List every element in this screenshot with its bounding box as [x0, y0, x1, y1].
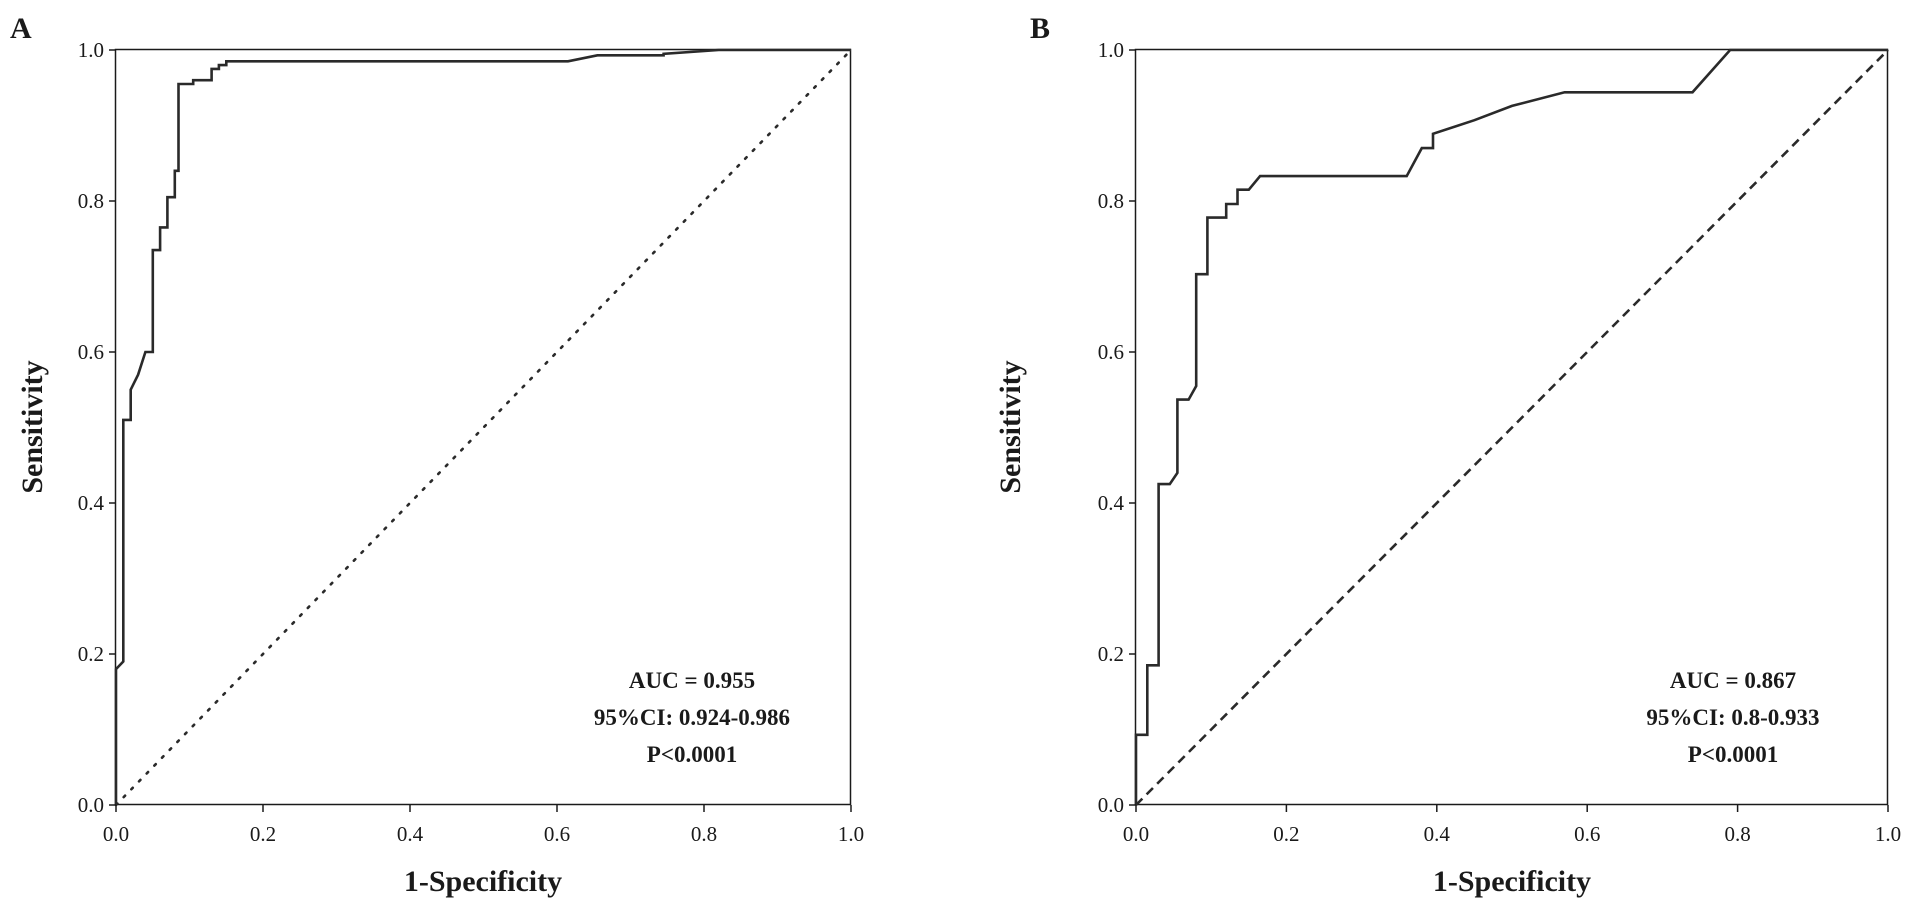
y-tick-label: 0.2	[1098, 642, 1124, 666]
stats-annotation: AUC = 0.867 95%CI: 0.8-0.933 P<0.0001	[1646, 668, 1819, 767]
ci-text: 95%CI: 0.8-0.933	[1646, 705, 1819, 730]
x-tick-label: 0.0	[103, 822, 129, 846]
y-tick-label: 0.0	[78, 793, 104, 817]
roc-curve	[114, 48, 851, 805]
x-tick-label: 0.6	[1574, 822, 1600, 846]
y-tick-label: 0.8	[78, 189, 104, 213]
p-value-text: P<0.0001	[647, 742, 737, 767]
x-tick-label: 0.8	[1724, 822, 1750, 846]
y-tick-label: 1.0	[1098, 38, 1124, 62]
x-axis-title: 1-Specificity	[1433, 865, 1591, 898]
x-tick-label: 1.0	[1875, 822, 1901, 846]
y-tick-label: 0.6	[78, 340, 104, 364]
x-tick-label: 0.6	[544, 822, 570, 846]
y-tick-label: 0.2	[78, 642, 104, 666]
x-tick-label: 0.4	[397, 822, 424, 846]
x-tick-label: 1.0	[838, 822, 864, 846]
y-axis-title: Sensitivity	[994, 360, 1027, 493]
p-value-text: P<0.0001	[1688, 742, 1778, 767]
stats-annotation: AUC = 0.955 95%CI: 0.924-0.986 P<0.0001	[594, 668, 790, 767]
plot-frame	[114, 48, 852, 806]
x-tick-label: 0.0	[1123, 822, 1149, 846]
y-tick-label: 0.8	[1098, 189, 1124, 213]
panel-label: B	[1030, 12, 1050, 45]
y-tick-label: 1.0	[78, 38, 104, 62]
auc-text: AUC = 0.955	[629, 668, 755, 693]
x-axis-title: 1-Specificity	[404, 865, 562, 898]
reference-diagonal-line	[114, 48, 853, 807]
panel-a: A 0.0 0.2 0.4 0.6 0.8 1.0 0.00.20.40.60.81.0 …	[10, 12, 864, 898]
y-axis: 0.0 0.2 0.4 0.6 0.8 1.0	[1098, 38, 1136, 817]
panel-label: A	[10, 12, 32, 45]
plot-frame	[1134, 48, 1889, 806]
x-tick-label: 0.8	[691, 822, 717, 846]
y-tick-label: 0.4	[1098, 491, 1125, 515]
x-axis: 0.0 0.2 0.4 0.6 0.8 1.0	[1123, 805, 1901, 846]
reference-diagonal-line	[1135, 49, 1889, 806]
auc-text: AUC = 0.867	[1670, 668, 1796, 693]
x-axis: 0.0 0.2 0.4 0.6 0.8 1.0	[103, 805, 864, 846]
y-tick-label: 0.0	[1098, 793, 1124, 817]
x-tick-label: 0.4	[1424, 822, 1451, 846]
x-tick-label: 0.2	[250, 822, 276, 846]
ci-text: 95%CI: 0.924-0.986	[594, 705, 790, 730]
y-axis-title: Sensitivity	[16, 360, 49, 493]
roc-curve	[1134, 48, 1888, 805]
panel-b: B 0.0 0.2 0.4 0.6 0.8 1.0 0.00.20.40.60.81.0 …	[994, 12, 1901, 898]
y-axis: 0.0 0.2 0.4 0.6 0.8 1.0	[78, 38, 116, 817]
y-tick-label: 0.6	[1098, 340, 1124, 364]
x-tick-label: 0.2	[1273, 822, 1299, 846]
y-tick-label: 0.4	[78, 491, 105, 515]
